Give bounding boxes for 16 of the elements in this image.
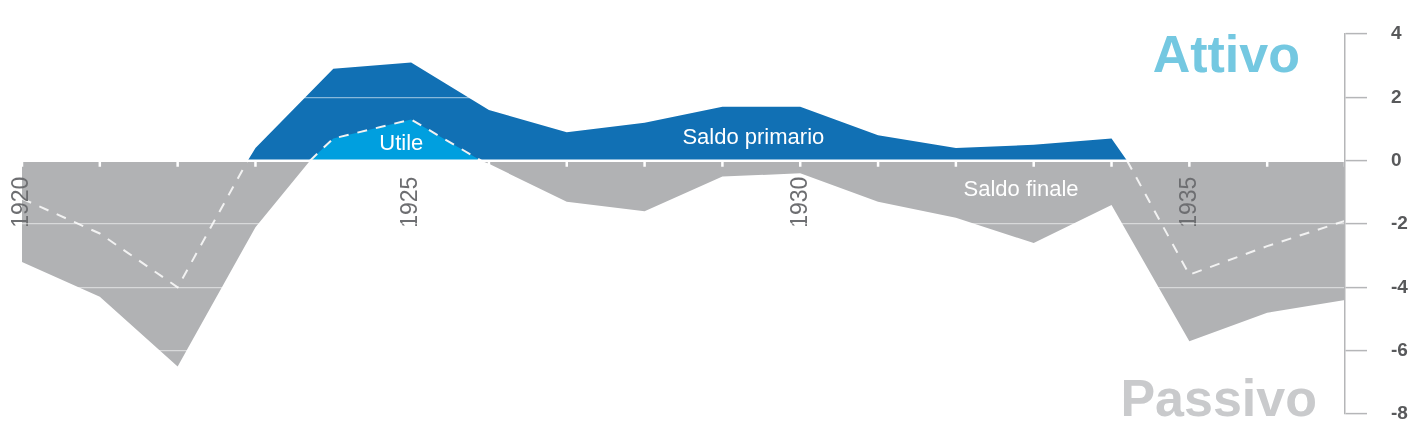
x-tick-label: 1935 [1174,176,1201,228]
x-tick-label: 1930 [785,176,812,228]
series-label: Saldo primario [682,124,825,150]
x-tick-label: 1920 [7,176,34,228]
y-tick-label: 0 [1391,148,1402,170]
series-label: Utile [379,130,424,156]
series-label: Saldo finale [963,176,1079,202]
y-tick-label: -4 [1391,275,1409,297]
y-tick-label: -2 [1391,212,1408,234]
x-tick-label: 1925 [396,176,423,228]
line-series [1126,159,1345,276]
y-tick-label: -6 [1391,338,1408,360]
y-tick-label: 4 [1391,22,1402,44]
annotation: Attivo [1152,25,1300,83]
y-tick-label: -8 [1391,402,1408,424]
y-tick-label: 2 [1391,85,1402,107]
